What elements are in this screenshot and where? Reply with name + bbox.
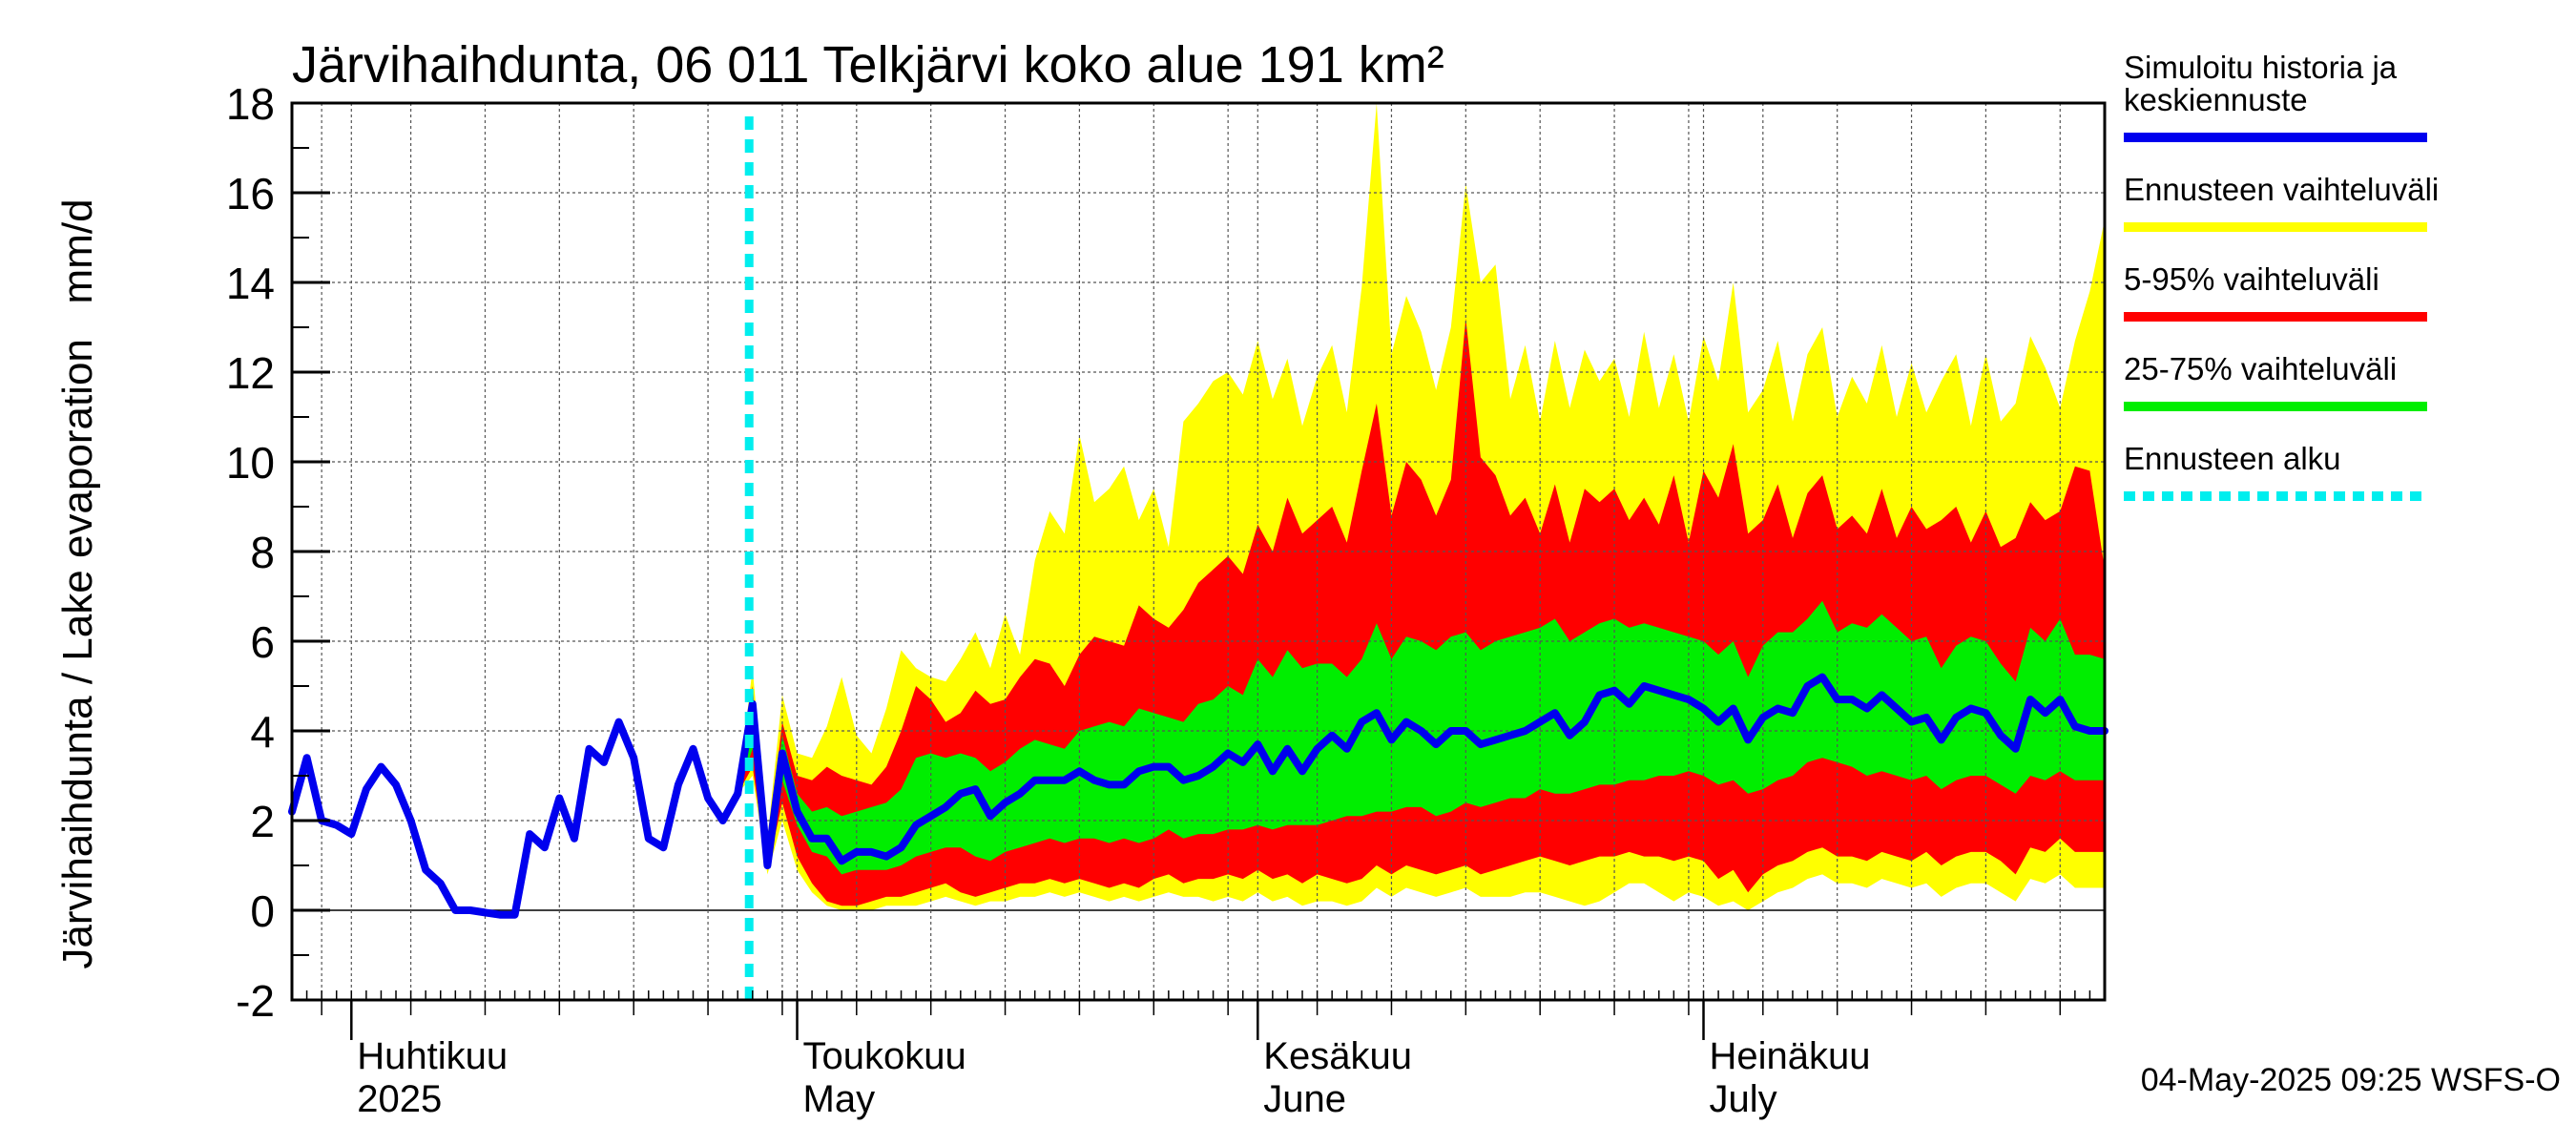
x-month-label-en: July <box>1710 1078 1777 1120</box>
x-month-label-en: May <box>803 1078 876 1120</box>
legend-label: Ennusteen vaihteluväli <box>2124 172 2439 207</box>
legend-label: Ennusteen alku <box>2124 441 2341 476</box>
x-month-label-fi: Toukokuu <box>803 1035 966 1077</box>
legend-label: keskiennuste <box>2124 82 2308 117</box>
y-tick-label: 14 <box>226 259 275 308</box>
y-tick-label: 8 <box>250 528 275 577</box>
plot-area <box>288 101 2109 1002</box>
legend-label: 25-75% vaihteluväli <box>2124 351 2397 386</box>
y-tick-label: 0 <box>250 886 275 936</box>
y-axis-label: Järvihaihdunta / Lake evaporation mm/d <box>54 198 101 968</box>
history-line <box>288 718 742 919</box>
y-axis-ticks: -2 0 2 4 6 8 10 12 14 16 18 <box>226 79 330 1026</box>
y-tick-label: 4 <box>250 707 275 757</box>
footer-timestamp: 04-May-2025 09:25 WSFS-O <box>2141 1062 2561 1098</box>
forecast-bands <box>737 103 2106 910</box>
legend-label: 5-95% vaihteluväli <box>2124 261 2379 297</box>
band-25-75 <box>737 600 2106 875</box>
x-month-label-en: June <box>1263 1078 1346 1120</box>
y-tick-label: 6 <box>250 617 275 667</box>
y-tick-label: 10 <box>226 438 275 488</box>
y-tick-label: 16 <box>226 169 275 219</box>
x-month-label-fi: Heinäkuu <box>1710 1035 1871 1077</box>
y-tick-label: -2 <box>236 976 275 1026</box>
y-tick-label: 12 <box>226 348 275 398</box>
x-month-label-fi: Kesäkuu <box>1263 1035 1412 1077</box>
y-tick-label: 18 <box>226 79 275 129</box>
y-tick-label: 2 <box>250 797 275 846</box>
legend-label: Simuloitu historia ja <box>2124 50 2398 85</box>
x-month-label-fi: Huhtikuu <box>357 1035 508 1077</box>
series-lines <box>288 116 2109 1000</box>
forecast-mean-line <box>734 673 2109 869</box>
chart-title: Järvihaihdunta, 06 011 Telkjärvi koko al… <box>292 36 1444 94</box>
x-month-label-en: 2025 <box>357 1078 442 1120</box>
